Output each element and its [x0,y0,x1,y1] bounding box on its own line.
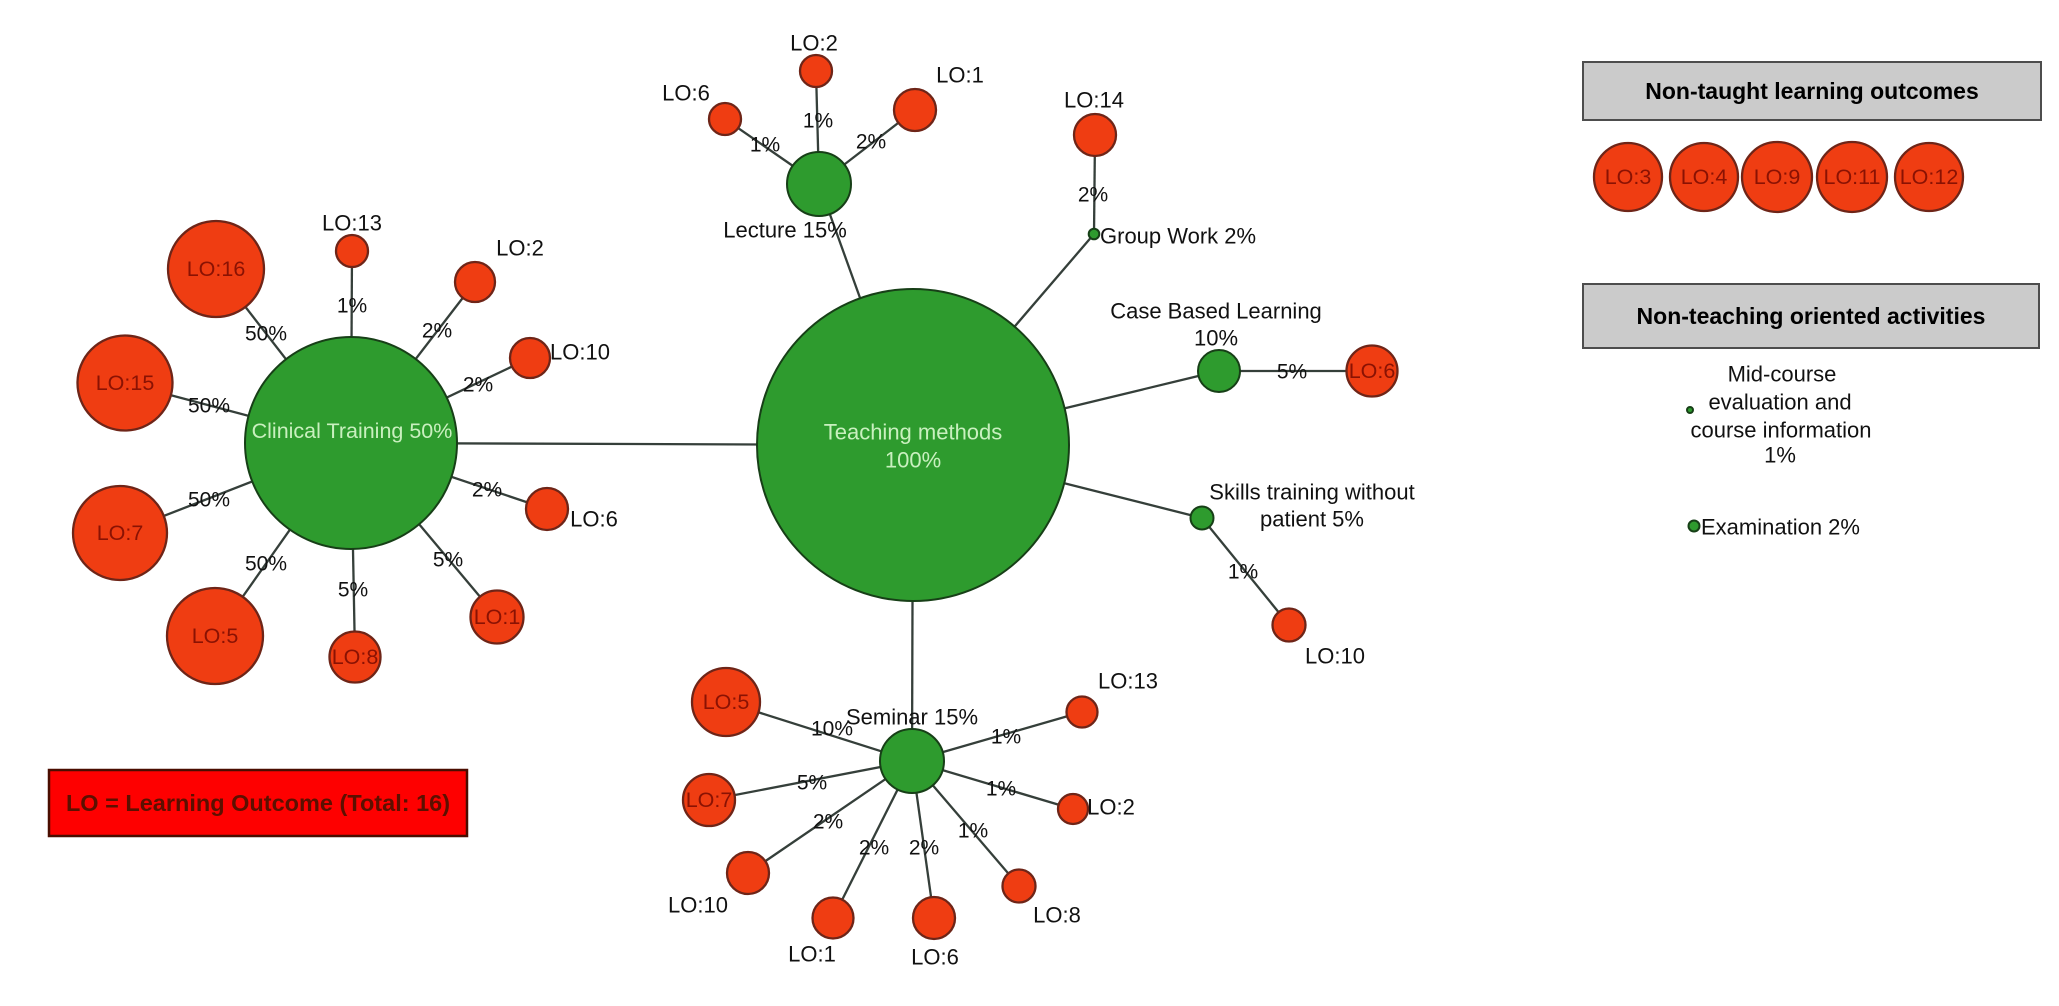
svg-text:1%: 1% [1764,443,1796,468]
svg-text:LO:6: LO:6 [911,945,959,970]
svg-text:10%: 10% [811,718,853,741]
svg-text:LO = Learning Outcome (Total:: LO = Learning Outcome (Total: 16) [66,790,450,816]
svg-text:Mid-course: Mid-course [1728,362,1837,387]
svg-text:LO:2: LO:2 [790,31,838,56]
svg-text:LO:6: LO:6 [662,81,710,106]
svg-text:Non-taught learning outcomes: Non-taught learning outcomes [1645,78,1979,104]
svg-text:LO:2: LO:2 [496,236,544,261]
svg-text:5%: 5% [433,549,463,572]
svg-text:1%: 1% [986,778,1016,801]
svg-text:LO:1: LO:1 [474,605,521,629]
svg-text:LO:7: LO:7 [97,521,144,545]
svg-text:LO:14: LO:14 [1064,88,1124,113]
svg-text:LO:9: LO:9 [1754,165,1801,189]
svg-text:50%: 50% [188,395,230,418]
svg-text:2%: 2% [856,131,886,154]
svg-text:1%: 1% [1228,561,1258,584]
svg-text:LO:7: LO:7 [686,788,733,812]
svg-text:course information: course information [1691,418,1872,443]
svg-text:evaluation and: evaluation and [1708,390,1851,415]
svg-text:Teaching methods: Teaching methods [824,420,1003,445]
svg-text:LO:5: LO:5 [192,624,239,648]
svg-text:Non-teaching oriented activiti: Non-teaching oriented activities [1637,303,1986,329]
svg-text:Examination 2%: Examination 2% [1701,515,1860,540]
svg-text:Seminar 15%: Seminar 15% [846,705,978,730]
svg-text:1%: 1% [991,726,1021,749]
svg-text:LO:2: LO:2 [1087,795,1135,820]
svg-text:LO:16: LO:16 [187,257,246,281]
svg-text:10%: 10% [1194,326,1238,351]
svg-text:LO:13: LO:13 [322,211,382,236]
svg-text:1%: 1% [958,820,988,843]
svg-text:LO:4: LO:4 [1681,165,1728,189]
svg-text:LO:8: LO:8 [332,645,379,669]
svg-text:5%: 5% [797,772,827,795]
svg-text:LO:13: LO:13 [1098,669,1158,694]
svg-text:LO:5: LO:5 [703,690,750,714]
svg-text:1%: 1% [750,134,780,157]
svg-text:Lecture 15%: Lecture 15% [723,218,847,243]
svg-text:5%: 5% [338,579,368,602]
svg-text:50%: 50% [188,489,230,512]
svg-text:Clinical Training 50%: Clinical Training 50% [252,419,453,443]
svg-text:2%: 2% [463,374,493,397]
svg-text:LO:10: LO:10 [1305,644,1365,669]
svg-text:LO:12: LO:12 [1900,165,1959,189]
svg-text:Group Work 2%: Group Work 2% [1100,224,1256,249]
svg-text:LO:6: LO:6 [570,507,618,532]
svg-text:2%: 2% [813,811,843,834]
svg-text:LO:10: LO:10 [550,340,610,365]
svg-text:Case Based Learning: Case Based Learning [1110,299,1322,324]
svg-text:2%: 2% [422,320,452,343]
svg-text:2%: 2% [909,837,939,860]
svg-text:50%: 50% [245,323,287,346]
svg-text:2%: 2% [859,837,889,860]
svg-text:LO:1: LO:1 [788,942,836,967]
svg-text:5%: 5% [1277,361,1307,384]
svg-text:2%: 2% [1078,184,1108,207]
svg-text:LO:15: LO:15 [96,371,155,395]
svg-text:50%: 50% [245,553,287,576]
svg-text:LO:11: LO:11 [1824,165,1881,189]
svg-text:LO:3: LO:3 [1605,165,1652,189]
svg-text:1%: 1% [803,110,833,133]
svg-text:1%: 1% [337,295,367,318]
svg-text:patient 5%: patient 5% [1260,507,1364,532]
svg-text:100%: 100% [885,448,941,473]
svg-text:2%: 2% [472,479,502,502]
svg-text:LO:10: LO:10 [668,893,728,918]
svg-text:Skills training without: Skills training without [1209,480,1414,505]
svg-text:LO:1: LO:1 [936,63,984,88]
svg-text:LO:6: LO:6 [1349,359,1396,383]
svg-text:LO:8: LO:8 [1033,903,1081,928]
